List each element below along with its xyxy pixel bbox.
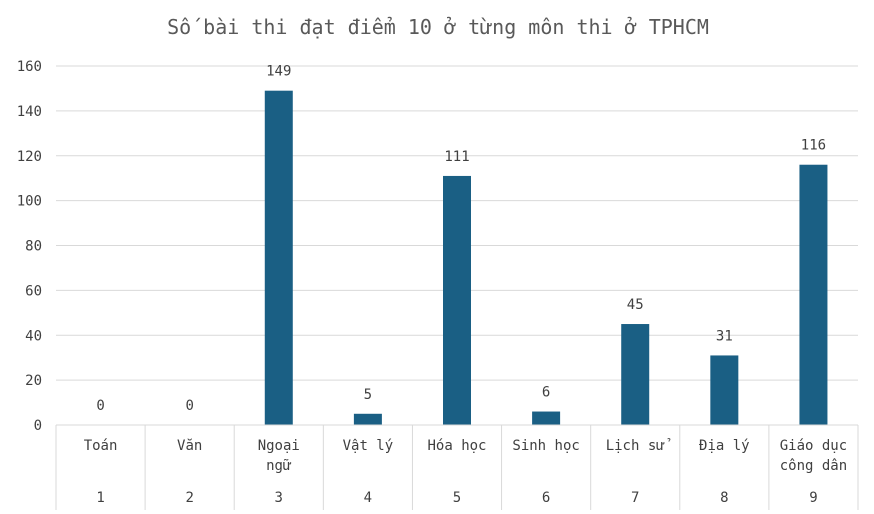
x-category-label: Ngoại	[258, 438, 300, 454]
x-category-label: Giáo dục	[780, 438, 847, 454]
x-category-label: Văn	[177, 438, 202, 454]
x-axis: Toán 1 Văn 2 Ngoại ngữ 3 Vật lý 4 Hóa học 5 Sinh họ…	[55, 424, 859, 510]
x-category-label: Hóa học	[427, 438, 486, 454]
bar	[353, 413, 382, 425]
y-tick-label: 100	[17, 194, 42, 210]
x-category-index: 3	[275, 490, 283, 506]
x-category-index: 9	[809, 490, 817, 506]
bar	[264, 90, 293, 426]
bar	[710, 355, 739, 425]
data-label: 149	[266, 64, 291, 80]
x-category-label: Sinh học	[512, 438, 579, 454]
bar	[799, 164, 828, 425]
bars	[264, 90, 828, 426]
data-label: 31	[716, 328, 733, 344]
x-category-label: công dân	[780, 458, 847, 474]
y-tick-label: 80	[25, 239, 42, 255]
y-tick-label: 160	[17, 59, 42, 75]
bar	[621, 324, 650, 425]
x-category-label: Toán	[84, 438, 118, 454]
y-tick-label: 140	[17, 104, 42, 120]
data-label: 116	[801, 138, 826, 154]
bar	[532, 411, 561, 425]
y-tick-label: 120	[17, 149, 42, 165]
x-category-label: ngữ	[266, 458, 292, 474]
x-category-index: 7	[631, 490, 639, 506]
data-label: 0	[185, 398, 193, 414]
y-tick-label: 60	[25, 283, 42, 299]
x-category-label: Lịch sử	[606, 438, 671, 454]
y-tick-label: 40	[25, 328, 42, 344]
data-label: 111	[444, 149, 469, 165]
x-category-index: 5	[453, 490, 461, 506]
x-category-index: 4	[364, 490, 372, 506]
data-label: 45	[627, 297, 644, 313]
data-labels: 0 0 149 5 111 6 45 31 116	[96, 64, 826, 414]
chart-title: Số bài thi đạt điểm 10 ở từng môn thi ở …	[167, 15, 709, 39]
x-category-index: 8	[720, 490, 728, 506]
bar	[443, 175, 471, 425]
x-category-index: 6	[542, 490, 550, 506]
data-label: 0	[96, 398, 104, 414]
x-category-index: 1	[96, 490, 104, 506]
y-tick-label: 0	[34, 418, 42, 434]
data-label: 6	[542, 385, 550, 401]
data-label: 5	[364, 387, 372, 403]
y-tick-label: 20	[25, 373, 42, 389]
x-category-index: 2	[185, 490, 193, 506]
x-category-label: Vật lý	[343, 438, 394, 454]
x-category-label: Địa lý	[699, 438, 750, 454]
y-axis-ticks: 0 20 40 60 80 100 120 140 160	[17, 59, 42, 434]
